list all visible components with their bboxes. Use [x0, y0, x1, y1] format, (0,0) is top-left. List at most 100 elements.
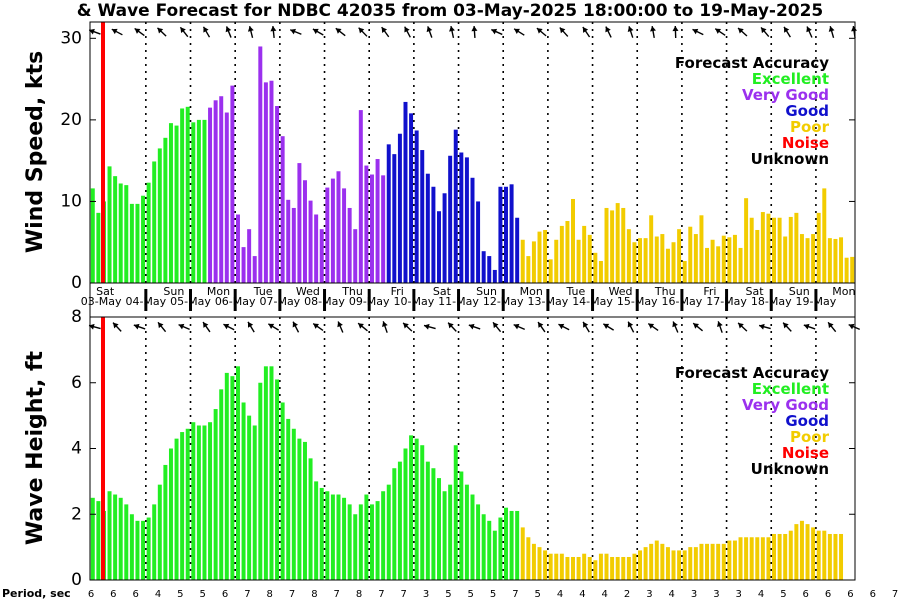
bar-1-103	[665, 547, 670, 581]
bar-1-97	[632, 553, 637, 580]
date-label: 07-May	[259, 295, 300, 308]
direction-arrow	[247, 321, 255, 333]
arrow-head	[603, 323, 610, 330]
arrow-head	[582, 27, 589, 33]
bar-1-111	[710, 543, 715, 580]
bar-0-130	[816, 212, 821, 283]
day-label: Wed	[609, 285, 633, 298]
bar-1-105	[677, 550, 682, 580]
bar-1-98	[638, 550, 643, 580]
bar-1-104	[671, 550, 676, 580]
direction-arrow	[292, 321, 300, 333]
direction-arrow	[627, 321, 635, 333]
arrow-head	[381, 27, 388, 33]
bar-1-121	[766, 537, 771, 580]
y-tick-label: 2	[71, 504, 82, 524]
bar-0-56	[403, 101, 408, 284]
bar-0-89	[587, 234, 592, 283]
arrow-head	[538, 322, 544, 328]
bar-1-69	[476, 504, 481, 580]
direction-arrow	[112, 322, 122, 332]
direction-arrow	[692, 322, 704, 332]
bar-0-3	[107, 166, 112, 283]
arrow-head	[426, 26, 433, 33]
date-label: 15-May	[617, 295, 658, 308]
bar-1-44	[336, 494, 341, 580]
bar-0-114	[727, 237, 732, 283]
arrow-head	[828, 26, 835, 32]
bar-1-54	[392, 468, 397, 580]
bar-1-108	[693, 547, 698, 581]
bar-0-11	[152, 161, 157, 283]
bar-1-46	[347, 504, 352, 580]
day-label: Mon	[207, 285, 230, 298]
day-label: Sun	[789, 285, 810, 298]
bar-1-41	[319, 487, 324, 580]
bar-0-74	[504, 186, 508, 283]
bar-0-54	[392, 154, 397, 283]
arrow-head	[491, 28, 498, 35]
bar-0-68	[470, 177, 475, 283]
bar-1-115	[732, 540, 737, 580]
bar-1-25	[230, 376, 235, 580]
direction-arrow	[582, 26, 591, 38]
direction-arrow	[312, 322, 324, 332]
arrow-head	[382, 321, 388, 328]
day-label: Mon	[520, 285, 543, 298]
y-tick-label: 8	[71, 307, 82, 327]
direction-arrow	[404, 26, 411, 38]
date-label: 18-May	[751, 295, 792, 308]
bar-0-121	[766, 213, 771, 283]
bar-0-13	[163, 137, 168, 283]
period-value: 7	[378, 589, 384, 600]
bar-0-63	[442, 193, 447, 283]
bar-1-28	[247, 415, 252, 581]
bar-1-13	[163, 464, 168, 580]
bar-0-80	[537, 231, 542, 283]
bar-1-45	[342, 497, 347, 580]
arrow-head	[223, 323, 230, 330]
arrow-head	[605, 26, 611, 33]
period-value: 5	[780, 589, 786, 600]
direction-arrow	[582, 321, 590, 333]
arrow-head	[248, 321, 254, 328]
direction-arrow	[270, 25, 277, 39]
bar-0-5	[118, 183, 123, 283]
bar-0-53	[386, 144, 391, 283]
period-value: 6	[825, 589, 831, 600]
direction-arrow	[672, 25, 679, 39]
y-tick-label: 0	[71, 570, 82, 590]
bar-0-14	[168, 123, 173, 283]
y-tick-label: 6	[71, 373, 82, 393]
bar-0-99	[643, 238, 648, 283]
bar-1-92	[604, 553, 609, 580]
direction-arrow	[225, 26, 232, 38]
date-label: 11-May	[438, 295, 479, 308]
bar-1-109	[699, 543, 704, 580]
period-value: 7	[289, 589, 295, 600]
arrow-head	[247, 26, 254, 32]
period-value: 6	[222, 589, 228, 600]
bar-0-73	[498, 186, 503, 283]
arrow-head	[157, 27, 164, 34]
arrow-head	[848, 323, 855, 330]
bar-1-85	[565, 556, 570, 580]
bar-0-17	[185, 106, 190, 283]
bar-0-86	[571, 198, 575, 283]
bar-0-15	[174, 125, 179, 283]
direction-arrow	[358, 27, 368, 37]
arrow-head	[313, 323, 320, 329]
bar-0-55	[397, 133, 402, 283]
period-value: 5	[468, 589, 474, 600]
bar-1-31	[263, 366, 268, 580]
bar-1-39	[308, 458, 313, 580]
bar-1-35	[286, 418, 291, 580]
bar-1-95	[621, 556, 626, 580]
bar-0-18	[191, 122, 196, 283]
bar-1-112	[716, 543, 721, 580]
bar-1-68	[470, 494, 475, 580]
date-label: 10-May	[394, 295, 435, 308]
arrow-head	[134, 28, 141, 34]
arrow-head	[225, 26, 232, 33]
bar-1-102	[660, 543, 665, 580]
